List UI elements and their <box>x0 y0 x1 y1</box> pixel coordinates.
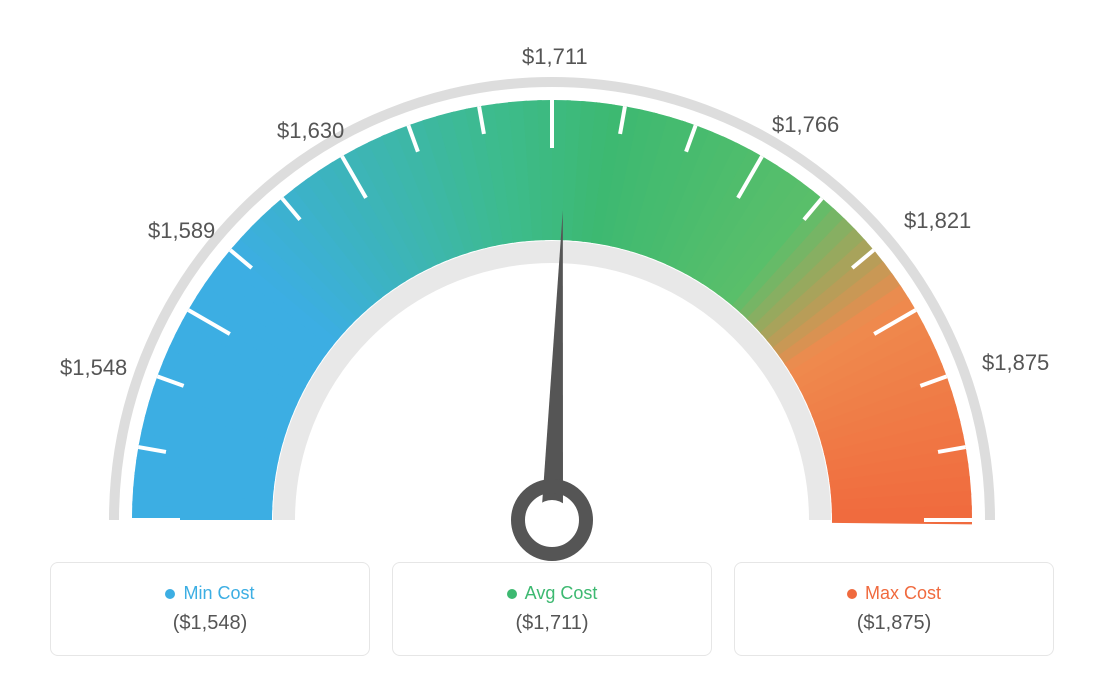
gauge-chart: $1,548$1,589$1,630$1,711$1,766$1,821$1,8… <box>52 50 1052 560</box>
gauge-scale-label: $1,630 <box>277 118 344 144</box>
gauge-scale-label: $1,821 <box>904 208 971 234</box>
min-cost-value: ($1,548) <box>173 612 248 635</box>
max-cost-title: Max Cost <box>847 583 941 604</box>
summary-cards: Min Cost ($1,548) Avg Cost ($1,711) Max … <box>50 562 1054 656</box>
avg-cost-label: Avg Cost <box>525 583 598 604</box>
gauge-scale-label: $1,766 <box>772 112 839 138</box>
max-cost-dot-icon <box>847 589 857 599</box>
gauge-scale-label: $1,589 <box>148 218 215 244</box>
max-cost-value: ($1,875) <box>857 612 932 635</box>
gauge-svg <box>52 50 1052 570</box>
min-cost-card: Min Cost ($1,548) <box>50 562 370 656</box>
max-cost-card: Max Cost ($1,875) <box>734 562 1054 656</box>
min-cost-title: Min Cost <box>165 583 254 604</box>
gauge-scale-label: $1,711 <box>522 44 588 70</box>
avg-cost-title: Avg Cost <box>507 583 598 604</box>
avg-cost-dot-icon <box>507 589 517 599</box>
max-cost-label: Max Cost <box>865 583 941 604</box>
gauge-scale-label: $1,548 <box>60 355 127 381</box>
min-cost-label: Min Cost <box>183 583 254 604</box>
avg-cost-card: Avg Cost ($1,711) <box>392 562 712 656</box>
avg-cost-value: ($1,711) <box>515 612 588 635</box>
gauge-scale-label: $1,875 <box>982 350 1049 376</box>
min-cost-dot-icon <box>165 589 175 599</box>
